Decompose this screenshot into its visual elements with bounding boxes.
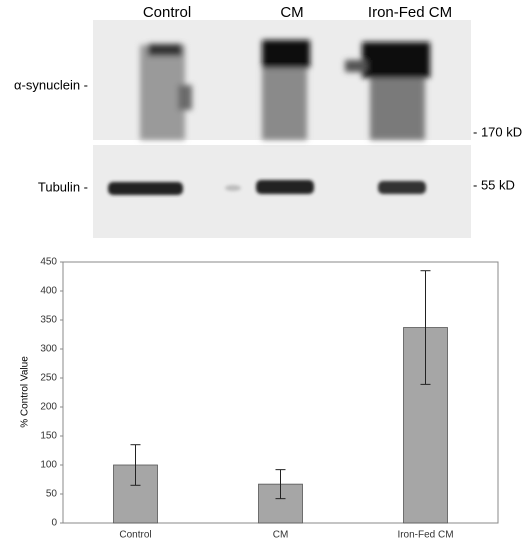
y-tick-label: 350 xyxy=(40,315,57,326)
lane-label: Control xyxy=(143,4,191,21)
y-tick-label: 0 xyxy=(51,518,57,529)
lane-label: Iron-Fed CM xyxy=(368,4,452,21)
error-bar xyxy=(420,270,431,385)
y-tick-label: 300 xyxy=(40,344,57,355)
row-label: α-synuclein - xyxy=(14,77,88,92)
y-axis-label: % Control Value xyxy=(20,356,31,428)
size-label: - 55 kD xyxy=(473,177,515,192)
x-tick-label: Control xyxy=(119,530,151,541)
error-bar xyxy=(275,469,286,500)
size-label: - 170 kD xyxy=(473,124,522,139)
error-bar xyxy=(130,444,141,486)
row-label: Tubulin - xyxy=(38,179,88,194)
y-tick-label: 250 xyxy=(40,373,57,384)
x-tick-label: CM xyxy=(273,530,289,541)
y-tick-label: 450 xyxy=(40,257,57,268)
x-tick-label: Iron-Fed CM xyxy=(397,530,453,541)
y-tick-label: 400 xyxy=(40,286,57,297)
y-tick-label: 150 xyxy=(40,431,57,442)
y-tick-label: 100 xyxy=(40,460,57,471)
lane-label: CM xyxy=(280,4,303,21)
y-tick-label: 50 xyxy=(46,489,58,500)
y-tick-label: 200 xyxy=(40,402,57,413)
blot-image xyxy=(93,20,471,238)
